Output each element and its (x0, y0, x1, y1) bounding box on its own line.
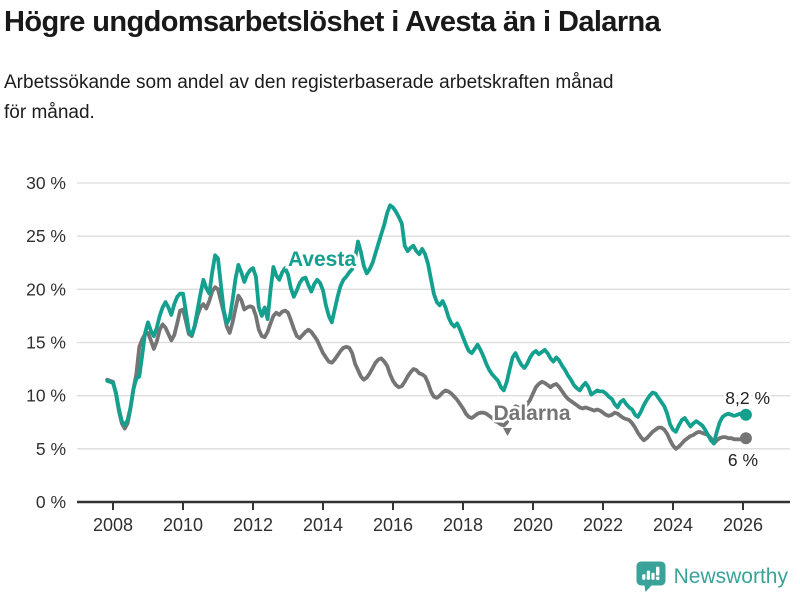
x-tick-label: 2018 (443, 515, 483, 535)
y-tick-label: 30 % (26, 173, 66, 193)
avesta-end-dot (739, 408, 752, 421)
y-tick-label: 5 % (36, 439, 66, 459)
newsworthy-footer: Newsworthy (636, 561, 788, 592)
x-tick-label: 2016 (373, 515, 413, 535)
avesta-series-label: Avesta (288, 248, 356, 271)
x-tick-label: 2008 (93, 515, 133, 535)
y-tick-label: 20 % (26, 279, 66, 299)
newsworthy-brand-name: Newsworthy (673, 564, 788, 588)
x-tick-label: 2022 (583, 515, 623, 535)
y-tick-label: 25 % (26, 226, 66, 246)
chart-title: Högre ungdomsarbetslöshet i Avesta än i … (4, 6, 661, 38)
avesta-end-value-label: 8,2 % (725, 388, 770, 408)
y-tick-label: 0 % (36, 492, 66, 512)
dalarna-line (105, 285, 748, 451)
dalarna-label-arrow-down-icon (503, 428, 512, 436)
chart-subtitle-line1: Arbetssökande som andel av den registerb… (4, 72, 614, 93)
y-tick-label: 10 % (26, 386, 66, 406)
chart-subtitle-line2: för månad. (4, 102, 95, 123)
x-tick-label: 2026 (723, 515, 763, 535)
newsworthy-logo-icon (636, 561, 666, 592)
avesta-line (105, 203, 748, 446)
chart-subtitle: Arbetssökande som andel av den registerb… (4, 68, 784, 128)
x-tick-label: 2014 (303, 515, 343, 535)
y-tick-label: 15 % (26, 333, 66, 353)
x-tick-label: 2020 (513, 515, 553, 535)
dalarna-end-value-label: 6 % (728, 450, 758, 470)
dalarna-end-dot (739, 432, 752, 445)
x-tick-label: 2012 (233, 515, 273, 535)
x-tick-label: 2010 (163, 515, 203, 535)
dalarna-series-label: Dalarna (493, 402, 570, 425)
x-tick-label: 2024 (653, 515, 693, 535)
